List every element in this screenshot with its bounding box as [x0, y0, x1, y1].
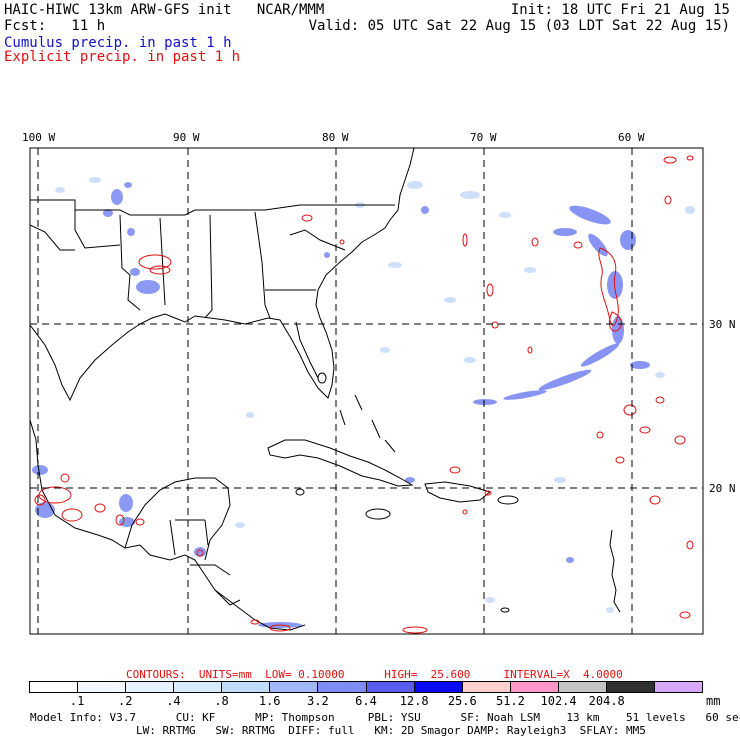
colorbar-swatch	[174, 682, 223, 692]
colorbar-swatch	[655, 682, 703, 692]
lon-label-80w: 80 W	[322, 131, 349, 144]
colorbar	[29, 681, 703, 693]
colorbar-tick-label: .2	[118, 694, 133, 708]
colorbar-swatch	[510, 682, 559, 692]
field-label-cumulus: Cumulus precip. in past 1 h	[4, 35, 232, 51]
contour-info: CONTOURS: UNITS=mm LOW= 0.10000 HIGH= 25…	[126, 668, 623, 681]
lon-label-60w: 60 W	[618, 131, 645, 144]
colorbar-swatch	[318, 682, 367, 692]
colorbar-ticks: .1 .2 .4 .8 1.6 3.2 6.4 12.8 25.6 51.2 102.4 204.8	[29, 694, 703, 708]
title: HAIC-HIWC 13km ARW-GFS init NCAR/MMM	[4, 2, 325, 18]
valid-time: Valid: 05 UTC Sat 22 Aug 15 (03 LDT Sat …	[308, 18, 730, 34]
colorbar-tick-label: 12.8	[399, 694, 429, 708]
colorbar-swatch	[270, 682, 319, 692]
colorbar-tick-label: .4	[166, 694, 181, 708]
forecast-hour: Fcst: 11 h	[4, 18, 106, 34]
model-info-line1: Model Info: V3.7 CU: KF MP: Thompson PBL…	[30, 711, 740, 724]
colorbar-swatch	[78, 682, 127, 692]
colorbar-swatch	[558, 682, 607, 692]
map-frame	[29, 147, 704, 635]
colorbar-swatch	[414, 682, 463, 692]
colorbar-tick-label: 3.2	[307, 694, 329, 708]
colorbar-tick-label: 102.4	[540, 694, 577, 708]
colorbar-swatch	[462, 682, 511, 692]
lon-label-100w: 100 W	[22, 131, 56, 144]
colorbar-swatch	[606, 682, 656, 692]
init-time: Init: 18 UTC Fri 21 Aug 15	[510, 2, 730, 18]
colorbar-tick-label: .8	[214, 694, 229, 708]
coastline-layer	[30, 148, 621, 631]
lat-label-20n: 20 N	[709, 482, 736, 495]
colorbar-tick-label: 6.4	[355, 694, 377, 708]
explicit-precip-layer	[34, 155, 694, 634]
colorbar-unit: mm	[706, 694, 721, 708]
colorbar-swatch	[366, 682, 415, 692]
colorbar-tick-label: 51.2	[495, 694, 525, 708]
model-info-line2: LW: RRTMG SW: RRTMG DIFF: full KM: 2D Sm…	[30, 724, 646, 737]
cumulus-precip-layer	[32, 177, 695, 628]
field-label-explicit: Explicit precip. in past 1 h	[4, 49, 241, 65]
lat-label-30n: 30 N	[709, 318, 736, 331]
colorbar-swatch	[126, 682, 175, 692]
colorbar-tick-label: 204.8	[588, 694, 625, 708]
colorbar-tick-label: 1.6	[258, 694, 281, 708]
lon-label-90w: 90 W	[173, 131, 200, 144]
colorbar-tick-label: .1	[69, 694, 85, 708]
colorbar-tick-label: 25.6	[447, 694, 477, 708]
colorbar-swatch	[222, 682, 271, 692]
lon-label-70w: 70 W	[470, 131, 497, 144]
colorbar-swatch	[30, 682, 79, 692]
graticule	[30, 148, 703, 634]
